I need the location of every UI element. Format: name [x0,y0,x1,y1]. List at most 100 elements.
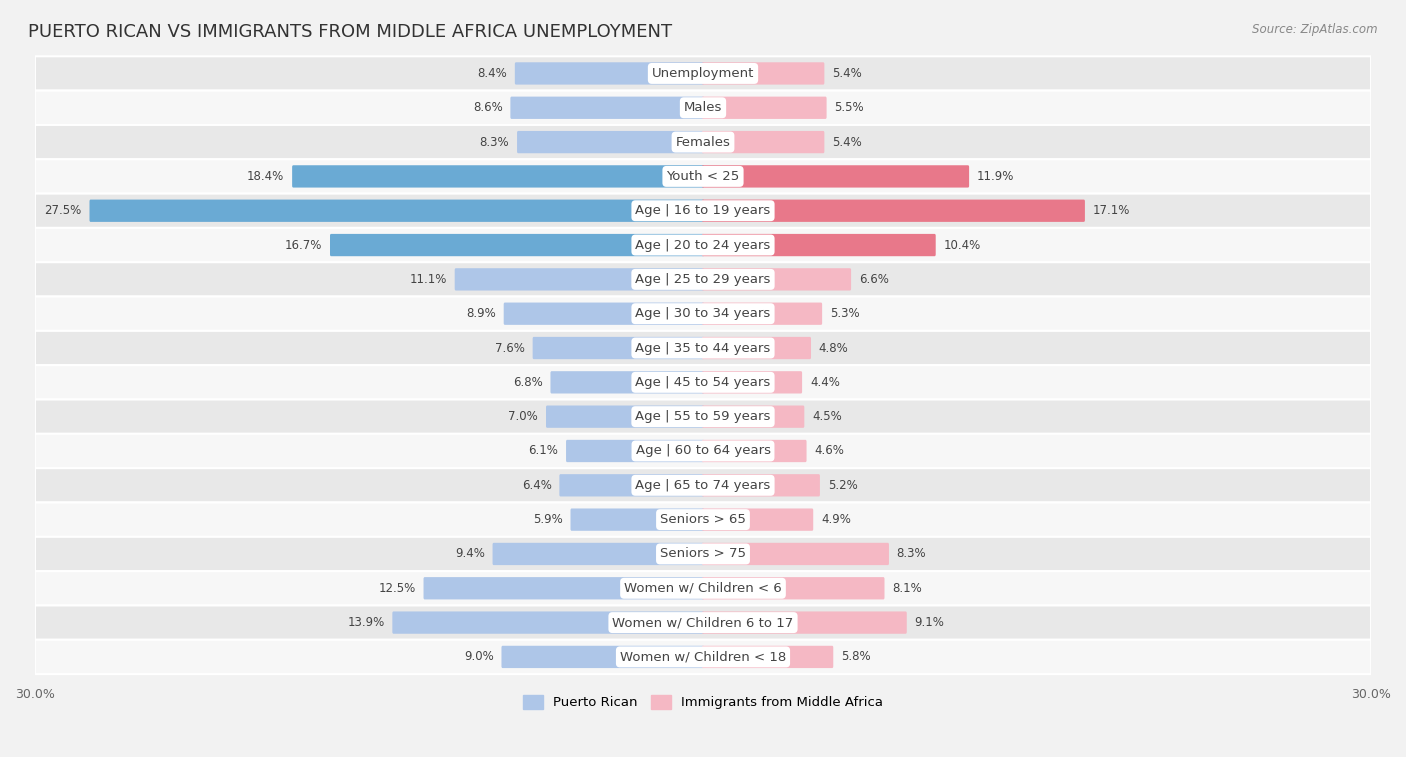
Text: 5.4%: 5.4% [832,136,862,148]
FancyBboxPatch shape [503,303,704,325]
FancyBboxPatch shape [35,571,1371,606]
FancyBboxPatch shape [35,537,1371,571]
Text: 8.1%: 8.1% [893,582,922,595]
FancyBboxPatch shape [702,646,834,668]
FancyBboxPatch shape [702,371,801,394]
FancyBboxPatch shape [517,131,704,153]
Text: 11.9%: 11.9% [977,170,1014,183]
Legend: Puerto Rican, Immigrants from Middle Africa: Puerto Rican, Immigrants from Middle Afr… [517,690,889,715]
Text: 8.4%: 8.4% [477,67,508,80]
Text: Women w/ Children < 6: Women w/ Children < 6 [624,582,782,595]
Text: Age | 35 to 44 years: Age | 35 to 44 years [636,341,770,354]
Text: 6.1%: 6.1% [529,444,558,457]
Text: Women w/ Children < 18: Women w/ Children < 18 [620,650,786,663]
FancyBboxPatch shape [515,62,704,85]
Text: 4.5%: 4.5% [813,410,842,423]
Text: 9.4%: 9.4% [456,547,485,560]
FancyBboxPatch shape [35,640,1371,674]
FancyBboxPatch shape [35,262,1371,297]
FancyBboxPatch shape [454,268,704,291]
Text: Age | 25 to 29 years: Age | 25 to 29 years [636,273,770,286]
FancyBboxPatch shape [292,165,704,188]
Text: 5.4%: 5.4% [832,67,862,80]
Text: Age | 30 to 34 years: Age | 30 to 34 years [636,307,770,320]
Text: Seniors > 65: Seniors > 65 [659,513,747,526]
Text: 11.1%: 11.1% [409,273,447,286]
FancyBboxPatch shape [35,434,1371,468]
FancyBboxPatch shape [571,509,704,531]
FancyBboxPatch shape [35,194,1371,228]
Text: 5.8%: 5.8% [841,650,870,663]
FancyBboxPatch shape [702,337,811,359]
FancyBboxPatch shape [392,612,704,634]
FancyBboxPatch shape [702,62,824,85]
FancyBboxPatch shape [702,131,824,153]
Text: 5.3%: 5.3% [830,307,859,320]
FancyBboxPatch shape [702,200,1085,222]
FancyBboxPatch shape [567,440,704,462]
Text: 5.9%: 5.9% [533,513,562,526]
Text: Age | 65 to 74 years: Age | 65 to 74 years [636,479,770,492]
Text: 18.4%: 18.4% [247,170,284,183]
Text: 4.8%: 4.8% [818,341,849,354]
Text: 4.9%: 4.9% [821,513,851,526]
Text: Source: ZipAtlas.com: Source: ZipAtlas.com [1253,23,1378,36]
FancyBboxPatch shape [702,440,807,462]
FancyBboxPatch shape [423,577,704,600]
FancyBboxPatch shape [35,400,1371,434]
Text: 5.5%: 5.5% [834,101,865,114]
Text: PUERTO RICAN VS IMMIGRANTS FROM MIDDLE AFRICA UNEMPLOYMENT: PUERTO RICAN VS IMMIGRANTS FROM MIDDLE A… [28,23,672,41]
FancyBboxPatch shape [702,474,820,497]
Text: 27.5%: 27.5% [45,204,82,217]
FancyBboxPatch shape [35,56,1371,91]
Text: Age | 60 to 64 years: Age | 60 to 64 years [636,444,770,457]
Text: 9.0%: 9.0% [464,650,494,663]
FancyBboxPatch shape [702,234,936,256]
FancyBboxPatch shape [35,606,1371,640]
Text: Unemployment: Unemployment [652,67,754,80]
Text: 6.6%: 6.6% [859,273,889,286]
Text: Youth < 25: Youth < 25 [666,170,740,183]
Text: Seniors > 75: Seniors > 75 [659,547,747,560]
Text: 8.3%: 8.3% [897,547,927,560]
Text: Age | 20 to 24 years: Age | 20 to 24 years [636,238,770,251]
FancyBboxPatch shape [35,159,1371,194]
Text: 13.9%: 13.9% [347,616,385,629]
FancyBboxPatch shape [702,509,813,531]
Text: Males: Males [683,101,723,114]
Text: Females: Females [675,136,731,148]
Text: Age | 45 to 54 years: Age | 45 to 54 years [636,375,770,389]
Text: 10.4%: 10.4% [943,238,981,251]
FancyBboxPatch shape [510,97,704,119]
Text: 16.7%: 16.7% [285,238,322,251]
Text: 8.6%: 8.6% [472,101,502,114]
Text: 7.0%: 7.0% [509,410,538,423]
FancyBboxPatch shape [35,468,1371,503]
Text: 6.4%: 6.4% [522,479,551,492]
FancyBboxPatch shape [35,125,1371,159]
FancyBboxPatch shape [330,234,704,256]
FancyBboxPatch shape [560,474,704,497]
FancyBboxPatch shape [702,268,851,291]
FancyBboxPatch shape [35,503,1371,537]
Text: 17.1%: 17.1% [1092,204,1130,217]
Text: Age | 55 to 59 years: Age | 55 to 59 years [636,410,770,423]
Text: 12.5%: 12.5% [378,582,416,595]
FancyBboxPatch shape [502,646,704,668]
FancyBboxPatch shape [702,406,804,428]
FancyBboxPatch shape [546,406,704,428]
FancyBboxPatch shape [35,228,1371,262]
FancyBboxPatch shape [35,365,1371,400]
Text: 8.9%: 8.9% [467,307,496,320]
Text: 7.6%: 7.6% [495,341,524,354]
FancyBboxPatch shape [702,577,884,600]
FancyBboxPatch shape [702,303,823,325]
FancyBboxPatch shape [492,543,704,565]
Text: 8.3%: 8.3% [479,136,509,148]
FancyBboxPatch shape [90,200,704,222]
Text: 9.1%: 9.1% [914,616,945,629]
FancyBboxPatch shape [35,297,1371,331]
FancyBboxPatch shape [702,612,907,634]
Text: 4.4%: 4.4% [810,375,839,389]
FancyBboxPatch shape [702,543,889,565]
